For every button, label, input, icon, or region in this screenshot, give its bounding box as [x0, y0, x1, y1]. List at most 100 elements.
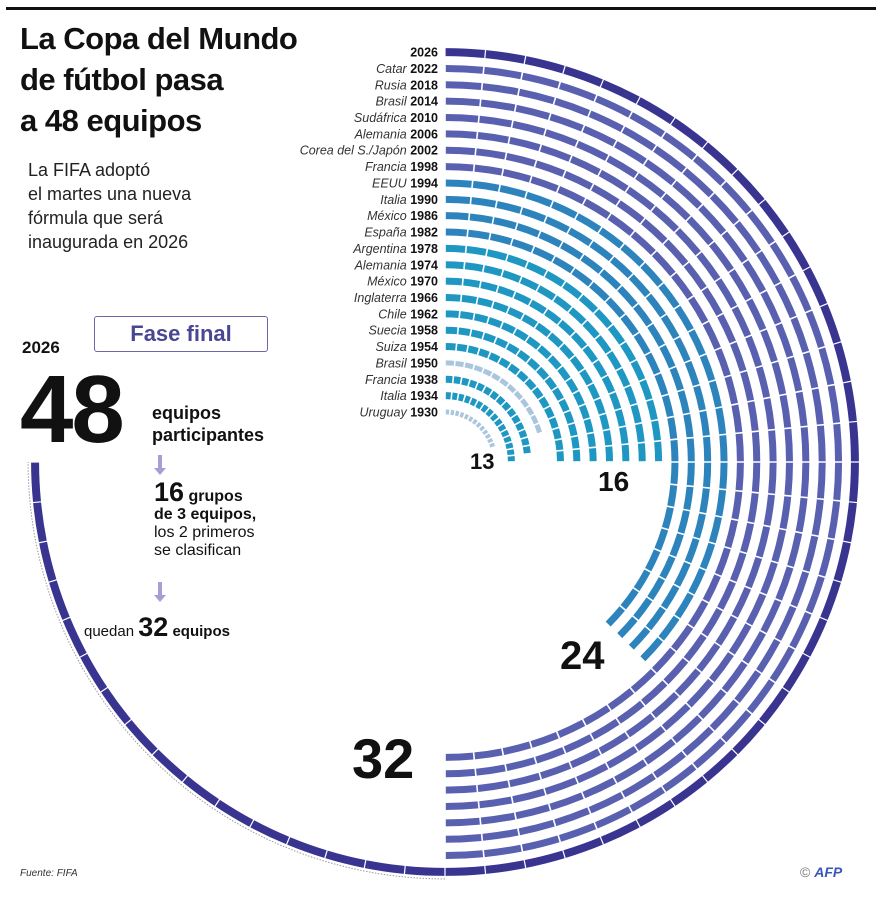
- groups-line: se clasifican: [154, 542, 242, 559]
- team-segment: [576, 763, 609, 784]
- team-segment: [645, 606, 666, 631]
- team-segment: [667, 417, 678, 440]
- edition-ring-1990: [445, 195, 712, 650]
- team-segment: [728, 623, 752, 655]
- team-segment: [594, 398, 606, 415]
- team-segment: [614, 141, 647, 165]
- groups-number: 16: [154, 477, 185, 507]
- team-segment: [552, 387, 564, 401]
- team-segment: [125, 719, 158, 755]
- edition-host: Suiza: [375, 340, 410, 354]
- new-teams-outline: [27, 461, 446, 880]
- team-segment: [568, 307, 587, 325]
- edition-host: México: [367, 209, 410, 223]
- team-segment: [558, 822, 597, 842]
- edition-label: Francia 1938: [365, 373, 438, 387]
- page-title: La Copa del Mundo de fútbol pasa a 48 eq…: [20, 18, 350, 141]
- team-segment: [580, 254, 603, 274]
- edition-label: 2026: [410, 46, 438, 60]
- team-segment: [699, 410, 710, 436]
- team-segment: [827, 501, 841, 539]
- team-segment: [491, 372, 501, 382]
- team-segment: [756, 638, 781, 673]
- remaining-word: equipos: [172, 623, 230, 640]
- team-segment: [482, 332, 497, 344]
- team-segment: [661, 193, 691, 221]
- team-segment: [671, 776, 708, 806]
- team-segment: [745, 335, 763, 368]
- team-segment: [833, 342, 851, 383]
- team-segment: [506, 449, 515, 456]
- team-segment: [515, 422, 525, 432]
- team-segment: [492, 301, 509, 313]
- edition-host: Sudáfrica: [354, 111, 410, 125]
- team-segment: [849, 462, 859, 502]
- team-segment: [702, 749, 738, 782]
- team-segment: [571, 268, 593, 287]
- team-segment: [645, 293, 666, 318]
- edition-label: Suecia 1958: [368, 324, 438, 338]
- team-segment: [673, 561, 691, 587]
- team-segment: [803, 617, 828, 657]
- team-segment: [683, 486, 694, 510]
- edition-year: 1974: [410, 258, 438, 272]
- edition-ring-1950: [445, 360, 542, 434]
- edition-label: México 1970: [367, 275, 438, 289]
- team-segment: [721, 231, 748, 263]
- team-segment: [505, 152, 536, 167]
- team-segment: [594, 309, 613, 329]
- edition-ring-1962: [445, 310, 597, 462]
- team-segment: [699, 488, 710, 514]
- team-segment: [521, 437, 530, 446]
- team-segment: [445, 81, 482, 91]
- team-segment: [536, 285, 556, 301]
- team-segment: [521, 835, 560, 852]
- team-segment: [715, 407, 727, 435]
- team-segment: [515, 104, 550, 120]
- team-segment: [535, 747, 565, 764]
- team-segment: [558, 398, 570, 413]
- team-segment: [501, 322, 516, 335]
- team-segment: [768, 462, 777, 494]
- edition-label: Rusia 2018: [375, 78, 438, 92]
- team-segment: [472, 418, 478, 425]
- team-segment: [763, 398, 775, 430]
- team-segment: [591, 184, 620, 206]
- team-segment: [463, 395, 471, 404]
- team-segment: [714, 348, 731, 377]
- team-segment: [548, 417, 559, 429]
- team-segment: [616, 368, 631, 388]
- team-segment: [818, 347, 835, 386]
- team-segment: [759, 688, 789, 725]
- team-segment: [614, 759, 647, 783]
- team-segment: [732, 719, 765, 755]
- team-segment: [501, 270, 522, 283]
- team-segment: [544, 270, 565, 287]
- team-segment: [719, 462, 728, 489]
- team-segment: [658, 283, 680, 309]
- team-segment: [719, 435, 728, 462]
- edition-year: 2010: [410, 111, 438, 125]
- team-segment: [582, 345, 598, 363]
- team-segment: [519, 276, 539, 291]
- team-segment: [463, 278, 481, 288]
- team-segment: [469, 397, 478, 407]
- team-segment: [506, 407, 517, 418]
- team-segment: [477, 132, 509, 144]
- edition-year: 1998: [410, 160, 438, 174]
- edition-ring-1974: [445, 261, 646, 462]
- edition-host: Rusia: [375, 78, 410, 92]
- team-segment: [445, 228, 468, 237]
- team-segment: [39, 541, 57, 582]
- team-segment: [487, 437, 494, 444]
- team-segment: [820, 304, 841, 344]
- edition-host: Corea del S./Japón: [300, 144, 411, 158]
- team-segment: [599, 414, 610, 430]
- team-segment: [833, 423, 843, 462]
- team-segment: [639, 379, 653, 401]
- team-segment: [606, 155, 638, 179]
- team-segment: [516, 370, 529, 383]
- team-segment: [789, 275, 812, 312]
- team-segment: [702, 142, 738, 175]
- team-segment: [651, 647, 676, 673]
